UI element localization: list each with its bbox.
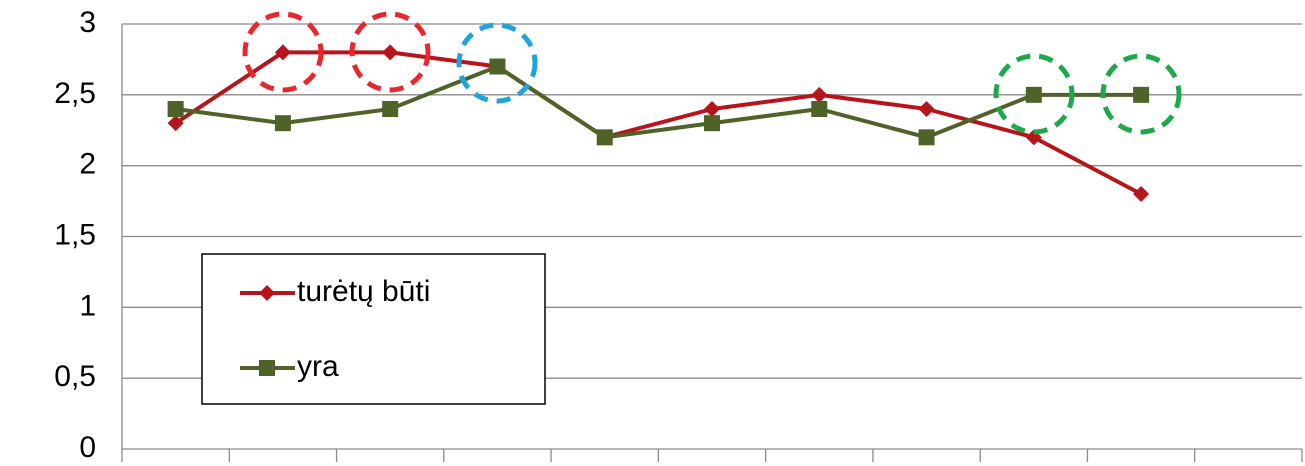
marker xyxy=(811,101,828,117)
marker xyxy=(382,44,399,61)
y-tick-label: 2 xyxy=(79,148,96,181)
marker xyxy=(274,44,291,61)
series-line xyxy=(174,50,1143,196)
marker xyxy=(918,101,935,117)
plot-area: 0 0,5 1 1,5 2 2,5 3 xyxy=(54,6,1303,464)
highlight-circle xyxy=(1100,53,1182,135)
marker xyxy=(382,101,399,117)
highlight-circle xyxy=(349,11,431,93)
marker xyxy=(489,58,506,75)
y-tick-label: 0,5 xyxy=(54,360,96,393)
marker xyxy=(167,101,184,117)
marker xyxy=(274,115,291,132)
highlight-circle xyxy=(456,22,538,104)
legend-label: yra xyxy=(297,350,339,383)
legend-label: turėtų būti xyxy=(297,275,430,308)
marker xyxy=(704,115,720,132)
y-tick-label: 1,5 xyxy=(54,218,96,251)
marker xyxy=(1025,86,1042,103)
marker xyxy=(259,285,275,301)
y-tick-label: 2,5 xyxy=(54,77,96,110)
y-tick-label: 0 xyxy=(79,431,96,464)
marker xyxy=(1133,186,1150,202)
highlights xyxy=(242,11,1182,135)
highlight-circle xyxy=(993,53,1075,135)
marker xyxy=(167,115,184,132)
legend-box xyxy=(201,253,546,405)
marker xyxy=(259,360,275,376)
marker xyxy=(811,86,828,103)
marker xyxy=(1133,86,1150,103)
marker xyxy=(918,129,935,146)
legend: turėtų būti yra xyxy=(201,253,546,405)
y-tick-label: 3 xyxy=(79,6,96,39)
y-tick-label: 1 xyxy=(79,289,96,322)
marker xyxy=(596,129,613,146)
marker xyxy=(704,101,720,117)
highlight-circle xyxy=(242,11,324,93)
series-line xyxy=(175,64,1142,140)
